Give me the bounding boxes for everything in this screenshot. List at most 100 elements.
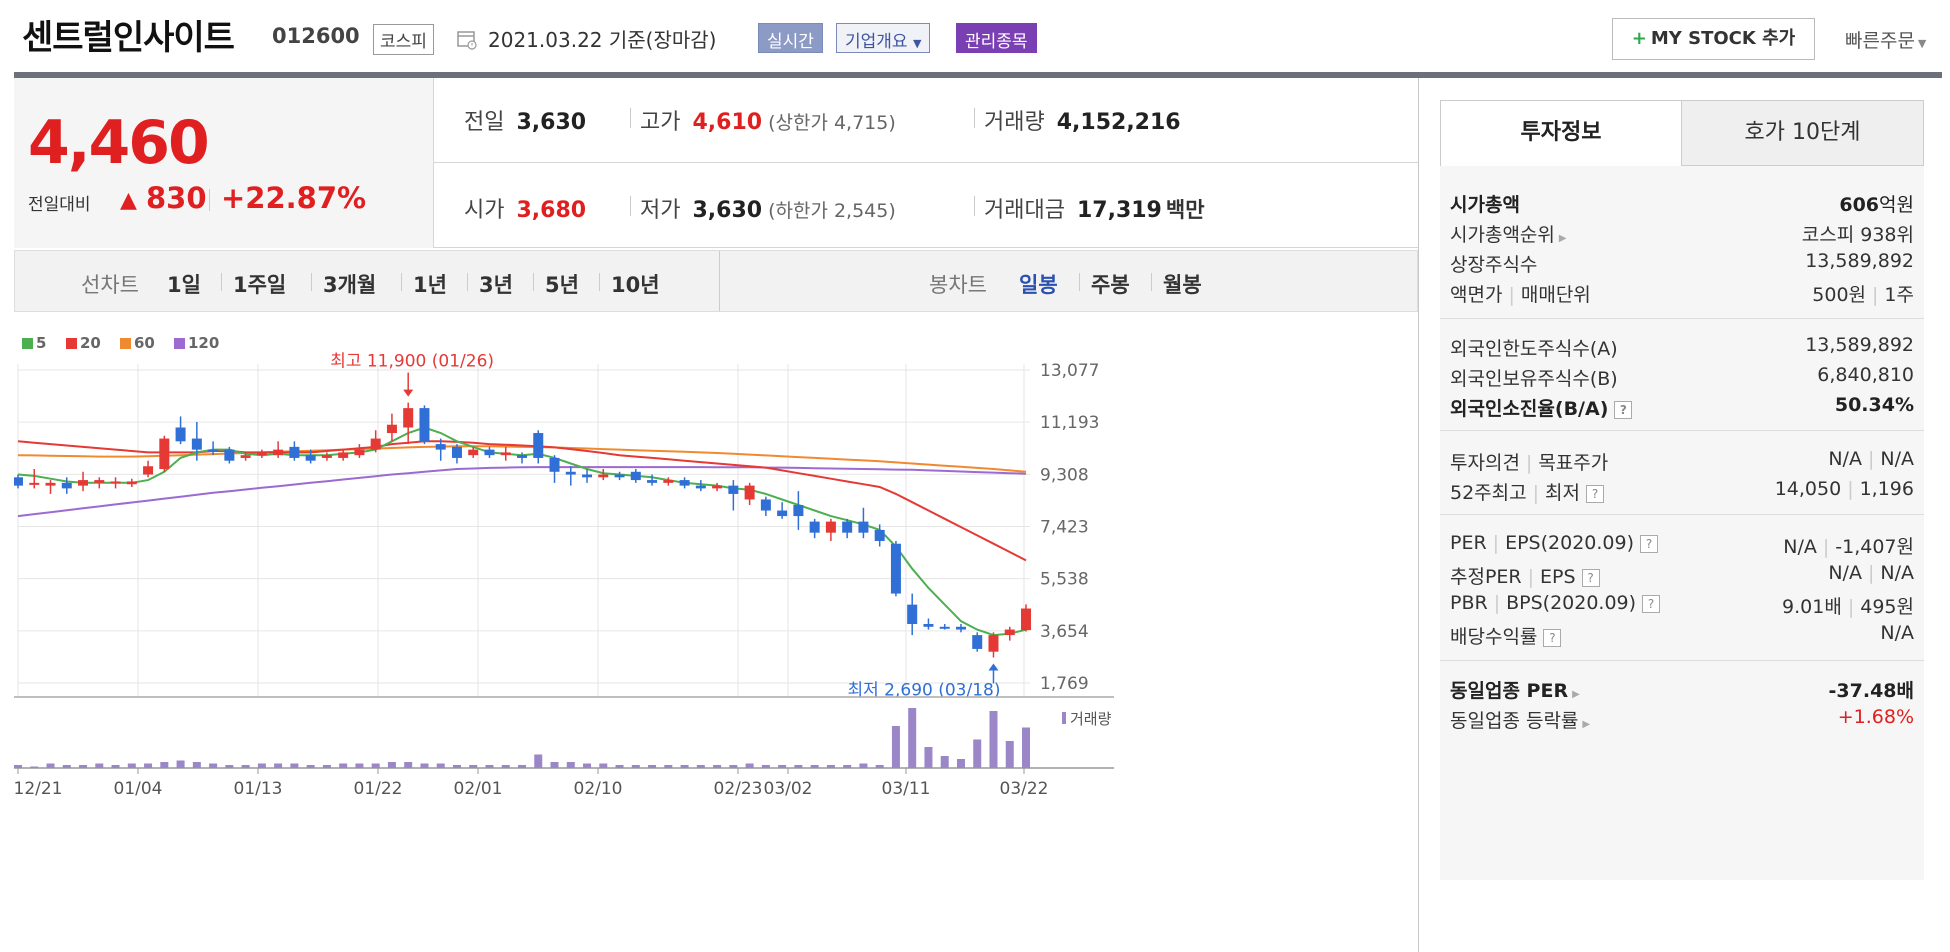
volume-bar [648,765,657,768]
candle [386,424,397,434]
x-tick-label: 03/11 [882,779,931,799]
industry-change-row[interactable]: 동일업종 등락률 ▶ +1.68% [1450,706,1914,732]
period-3y[interactable]: 3년 [479,273,513,297]
volume-bar [794,765,803,768]
period-1y[interactable]: 1년 [413,273,447,297]
per-eps-row: PER | EPS(2020.09)? N/A | -1,407원 [1450,532,1914,558]
volume-bar [290,763,299,768]
pbr-bps-row: PBR | BPS(2020.09)? 9.01배 | 495원 [1450,592,1914,618]
help-icon[interactable]: ? [1614,400,1633,419]
candle [1004,629,1015,636]
legend-swatch [66,338,77,349]
y-tick-label: 1,769 [1040,674,1089,694]
high-annotation: 최고 11,900 (01/26) [330,352,494,372]
add-mystock-button[interactable]: + MY STOCK 추가 [1612,18,1815,60]
tab-orderbook[interactable]: 호가 10단계 [1681,100,1924,166]
volume-bar [973,739,982,768]
realtime-button[interactable]: 실시간 [758,23,823,53]
help-icon[interactable]: ? [1640,534,1658,553]
candle [338,452,349,458]
help-icon[interactable]: ? [1543,628,1562,647]
volume-bar [404,762,413,768]
divider [630,108,631,128]
ma60-line [17,445,1027,473]
industry-per-row[interactable]: 동일업종 PER ▶ -37.48배 [1450,680,1914,702]
base-date: 2021.03.22 기준(장마감) [488,28,717,52]
period-10y[interactable]: 10년 [611,273,660,297]
volume-bar [274,763,283,768]
candle [712,485,723,489]
candle [874,529,885,541]
volume-bar [209,763,218,768]
period-1d[interactable]: 1일 [167,273,201,297]
candle [126,481,137,485]
volume-bar [160,762,169,768]
volume-bar [566,762,575,768]
est-per-eps-row: 추정PER | EPS? N/A | N/A [1450,562,1914,588]
volume-bar [810,765,819,768]
divider [974,108,975,128]
candle [45,482,56,486]
market-cap-row: 시가총액 606억원 [1450,188,1914,218]
candle [939,626,950,629]
volume-legend-swatch [1062,712,1066,724]
x-tick-label: 01/04 [114,779,163,799]
candle-monthly[interactable]: 월봉 [1163,273,1202,297]
volume-bar [989,711,998,768]
x-tick-label: 02/01 [454,779,503,799]
caret-right-icon: ▶ [1582,719,1591,730]
period-5y[interactable]: 5년 [545,273,579,297]
help-icon[interactable]: ? [1586,484,1604,503]
volume-bar [940,756,949,768]
market-cap-rank-row[interactable]: 시가총액순위 ▶ 코스피 938위 [1450,218,1914,248]
help-icon[interactable]: ? [1581,568,1600,587]
period-3m[interactable]: 3개월 [323,273,377,297]
help-icon[interactable]: ? [1642,594,1661,613]
company-overview-dropdown[interactable]: 기업개요 ▼ [836,23,931,53]
trade-amount: 거래대금 17,319 백만 [984,198,1205,223]
ma120-line [17,466,1027,518]
volume-bar [745,763,754,768]
candle [695,485,706,489]
quick-order-button[interactable]: 빠른주문 ▼ [1845,26,1926,53]
volume-bar [696,765,705,768]
candle [777,510,788,517]
candle [1021,608,1031,631]
candle [565,471,576,475]
volume-bar [1005,741,1014,768]
stock-chart[interactable]: 13,077 11,193 9,308 7,423 5,538 3,654 1,769 5 20… [14,312,1418,952]
divider [209,189,210,211]
opinion-row: 투자의견 | 목표주가 N/A | N/A [1450,448,1914,474]
volume-bar [420,763,429,768]
candle [825,521,836,533]
candle [647,480,658,483]
volume-bar [826,765,835,768]
legend-label: 20 [80,334,101,352]
candle [289,446,300,458]
candle [793,504,804,517]
volume-bar [680,765,689,768]
candle [240,455,251,458]
candle [110,481,121,484]
managed-stock-badge: 관리종목 [956,23,1037,53]
volume-bar [257,763,266,768]
volume-bar [485,765,494,768]
current-price: 4,460 [28,108,210,178]
y-tick-label: 7,423 [1040,518,1089,538]
candle [224,449,235,461]
candle-weekly[interactable]: 주봉 [1091,273,1130,297]
candle [582,474,593,478]
volume-bar [306,765,315,768]
tab-investment-info[interactable]: 투자정보 [1440,100,1682,166]
stock-header: 센트럴인사이트 012600 코스피 2021.03.22 기준(장마감) 실시… [0,0,1950,74]
period-1w[interactable]: 1주일 [233,273,287,297]
foreign-limit-row: 외국인한도주식수(A) 13,589,892 [1450,334,1914,360]
change-label: 전일대비 [28,195,91,215]
x-tick-label: 02/10 [574,779,623,799]
legend-label: 120 [188,334,219,352]
chevron-down-icon: ▼ [1917,37,1927,50]
candle-daily[interactable]: 일봉 [1019,273,1058,297]
market-badge: 코스피 [373,24,434,55]
market-cap-value: 606억원 [1839,194,1914,216]
candle [14,477,23,486]
